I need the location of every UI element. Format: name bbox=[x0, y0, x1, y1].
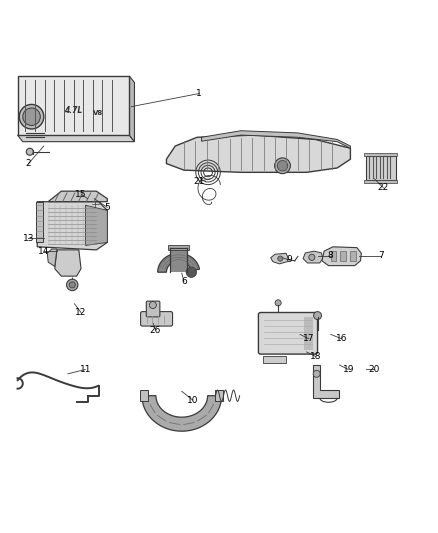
Polygon shape bbox=[36, 201, 43, 243]
Polygon shape bbox=[18, 135, 134, 142]
Text: 19: 19 bbox=[343, 365, 354, 374]
Text: 11: 11 bbox=[80, 365, 91, 374]
Bar bbox=[340, 251, 346, 261]
Text: 18: 18 bbox=[310, 352, 321, 361]
Circle shape bbox=[69, 282, 75, 288]
Circle shape bbox=[23, 108, 40, 125]
Bar bbox=[364, 180, 397, 183]
Text: 4.7L: 4.7L bbox=[64, 106, 82, 115]
Circle shape bbox=[26, 148, 33, 155]
Circle shape bbox=[92, 201, 99, 207]
Bar bbox=[350, 251, 356, 261]
Bar bbox=[168, 245, 189, 251]
FancyBboxPatch shape bbox=[141, 312, 173, 326]
Circle shape bbox=[19, 104, 44, 129]
Text: 10: 10 bbox=[187, 395, 198, 405]
Text: 6: 6 bbox=[181, 277, 187, 286]
Bar bbox=[331, 251, 336, 261]
Text: 8: 8 bbox=[328, 251, 334, 260]
Text: 15: 15 bbox=[75, 190, 87, 199]
Polygon shape bbox=[303, 251, 323, 263]
Circle shape bbox=[309, 254, 315, 260]
Text: 7: 7 bbox=[378, 251, 384, 260]
Circle shape bbox=[275, 300, 281, 306]
Bar bbox=[215, 391, 223, 401]
Text: 5: 5 bbox=[104, 203, 110, 212]
Polygon shape bbox=[201, 131, 350, 148]
Polygon shape bbox=[129, 76, 134, 142]
Text: 20: 20 bbox=[369, 365, 380, 374]
Bar bbox=[364, 152, 397, 156]
Bar bbox=[170, 248, 187, 272]
Text: 22: 22 bbox=[378, 183, 389, 192]
Text: 16: 16 bbox=[336, 334, 347, 343]
Polygon shape bbox=[304, 317, 313, 350]
Text: 14: 14 bbox=[38, 247, 49, 256]
Bar bbox=[140, 391, 148, 401]
Polygon shape bbox=[55, 250, 81, 276]
Text: 12: 12 bbox=[75, 308, 87, 317]
FancyBboxPatch shape bbox=[146, 301, 160, 317]
Bar bbox=[263, 356, 286, 363]
Text: 21: 21 bbox=[194, 176, 205, 185]
Polygon shape bbox=[158, 253, 199, 272]
Polygon shape bbox=[37, 201, 107, 250]
Circle shape bbox=[314, 312, 321, 319]
Polygon shape bbox=[271, 253, 288, 264]
Polygon shape bbox=[18, 76, 129, 135]
Circle shape bbox=[278, 256, 283, 261]
Circle shape bbox=[275, 158, 290, 174]
Circle shape bbox=[277, 160, 288, 171]
Circle shape bbox=[313, 370, 320, 377]
Polygon shape bbox=[47, 249, 57, 266]
Text: 9: 9 bbox=[286, 255, 292, 264]
Polygon shape bbox=[322, 247, 361, 265]
Bar bbox=[366, 156, 396, 180]
Text: V8: V8 bbox=[93, 110, 103, 116]
Text: 13: 13 bbox=[23, 233, 34, 243]
Polygon shape bbox=[142, 395, 222, 431]
Text: 1: 1 bbox=[196, 89, 202, 98]
Text: 2: 2 bbox=[26, 159, 31, 168]
Polygon shape bbox=[85, 205, 107, 246]
Circle shape bbox=[67, 279, 78, 290]
Text: 26: 26 bbox=[150, 326, 161, 335]
Polygon shape bbox=[313, 365, 339, 398]
FancyBboxPatch shape bbox=[258, 312, 318, 354]
Polygon shape bbox=[166, 135, 350, 172]
Polygon shape bbox=[48, 191, 107, 201]
Circle shape bbox=[186, 267, 197, 278]
Text: 17: 17 bbox=[303, 334, 314, 343]
Circle shape bbox=[149, 302, 156, 309]
